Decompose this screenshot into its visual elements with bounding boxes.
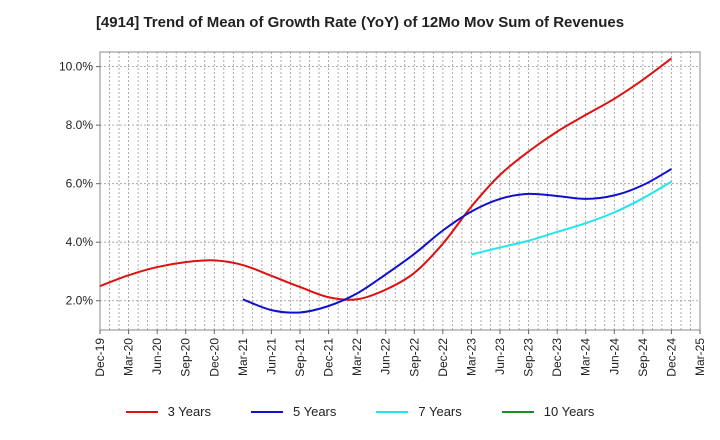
legend-item-7-years: 7 Years xyxy=(376,404,462,419)
x-axis: Dec-19 Mar-20 Jun-20 Sep-20 Dec-20 Mar-21 Jun-… xyxy=(93,330,707,377)
grid-layer xyxy=(99,52,701,330)
x-tick-label: Dec-22 xyxy=(436,338,450,377)
legend-item-3-years: 3 Years xyxy=(125,404,211,419)
x-tick-label: Sep-20 xyxy=(179,338,193,377)
y-tick-label: 6.0% xyxy=(66,177,94,191)
legend-swatch-7-years xyxy=(376,410,409,413)
x-tick-label: Jun-22 xyxy=(379,338,393,375)
x-tick-label: Dec-23 xyxy=(550,338,564,377)
x-tick-label: Jun-24 xyxy=(607,338,621,375)
x-tick-label: Mar-25 xyxy=(693,338,707,376)
series-layer xyxy=(99,57,673,314)
x-tick-label: Dec-24 xyxy=(664,338,678,377)
legend-label-5-years: 5 Years xyxy=(293,404,337,419)
legend-swatch-3-years xyxy=(125,410,158,413)
legend-label-7-years: 7 Years xyxy=(418,404,462,419)
x-tick-label: Dec-21 xyxy=(322,338,336,377)
y-tick-label: 4.0% xyxy=(66,235,94,249)
legend: 3 Years 5 Years 7 Years 10 Years xyxy=(0,404,720,419)
series-line-3-years xyxy=(99,57,673,301)
x-tick-label: Sep-22 xyxy=(407,338,421,377)
x-tick-label: Mar-24 xyxy=(579,338,593,376)
y-tick-label: 10.0% xyxy=(59,60,93,74)
x-tick-label: Dec-19 xyxy=(93,338,107,377)
legend-label-10-years: 10 Years xyxy=(543,404,595,419)
x-tick-label: Jun-23 xyxy=(493,338,507,375)
legend-item-10-years: 10 Years xyxy=(501,404,595,419)
x-tick-label: Sep-24 xyxy=(636,338,650,377)
y-tick-label: 2.0% xyxy=(66,294,94,308)
legend-swatch-5-years xyxy=(251,410,283,413)
chart-title: [4914] Trend of Mean of Growth Rate (YoY… xyxy=(95,14,625,31)
x-tick-label: Mar-20 xyxy=(122,338,136,376)
x-tick-label: Mar-22 xyxy=(350,338,364,376)
x-tick-label: Jun-20 xyxy=(150,338,164,375)
x-tick-label: Sep-23 xyxy=(522,338,536,377)
y-axis: 2.0% 4.0% 6.0% 8.0% 10.0% xyxy=(59,60,100,308)
series-line-5-years xyxy=(242,168,672,314)
legend-swatch-10-years xyxy=(501,410,534,413)
y-tick-label: 8.0% xyxy=(66,118,94,132)
legend-label-3-years: 3 Years xyxy=(167,404,211,419)
x-tick-label: Dec-20 xyxy=(207,338,221,377)
x-tick-label: Jun-21 xyxy=(264,338,278,375)
legend-item-5-years: 5 Years xyxy=(251,404,336,419)
x-tick-label: Sep-21 xyxy=(293,338,307,377)
plot-frame xyxy=(99,51,701,331)
x-tick-label: Mar-23 xyxy=(464,338,478,376)
x-tick-label: Mar-21 xyxy=(236,338,250,376)
series-line-7-years xyxy=(471,180,672,256)
